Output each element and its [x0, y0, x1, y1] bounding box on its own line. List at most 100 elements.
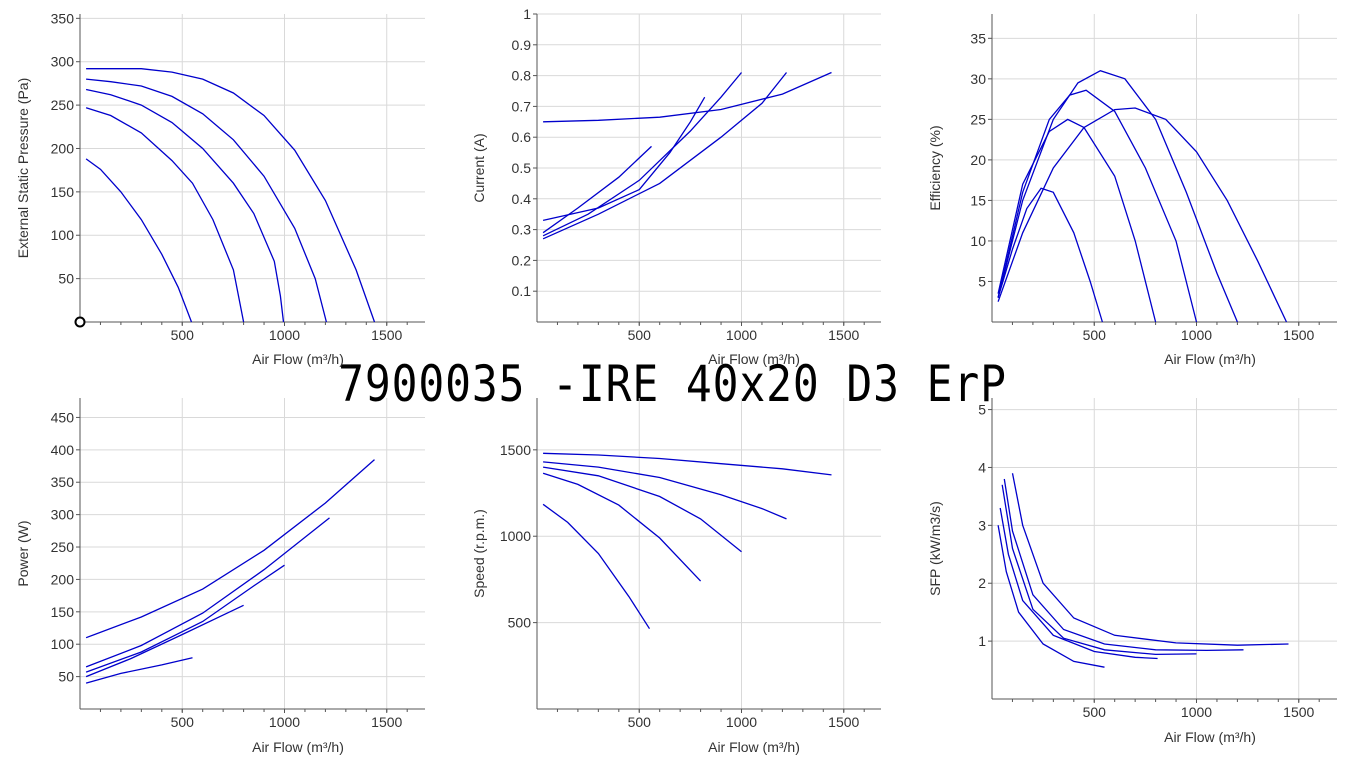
series-line-4 — [85, 604, 244, 678]
x-tick-label: 500 — [628, 327, 652, 343]
x-axis-label: Air Flow (m³/h) — [1164, 729, 1256, 745]
y-tick-label: 0.2 — [512, 252, 532, 268]
series-line-1 — [543, 71, 832, 123]
y-tick-label: 35 — [970, 30, 986, 46]
chart-speed: 500 1000 1500 500 1000 1500 Air Flow (m³/h) Spe… — [471, 398, 881, 755]
y-tick-label: 20 — [970, 152, 986, 168]
series-line-3 — [1001, 484, 1197, 656]
series-line-3 — [85, 88, 285, 323]
x-tick-label: 500 — [1083, 327, 1107, 343]
y-tick-label: 450 — [51, 409, 75, 425]
series-line-1 — [86, 68, 376, 323]
x-tick-label: 1000 — [726, 327, 757, 343]
x-axis-label: Air Flow (m³/h) — [252, 739, 344, 755]
series-line-2 — [1003, 478, 1244, 652]
x-tick-label: 1000 — [269, 327, 300, 343]
y-tick-label: 50 — [58, 669, 74, 685]
series-line-2 — [542, 72, 788, 240]
series-line-4 — [542, 96, 706, 222]
x-tick-label: 500 — [1083, 704, 1107, 720]
chart-efficiency: 5 10 15 20 25 30 35 500 1000 1500 Air Flow (m³/h) E… — [927, 14, 1337, 367]
y-tick-label: 5 — [978, 273, 986, 289]
chart-sfp: 1 2 3 4 5 500 1000 1500 Air Flow (m³/h) SFP (kW/m… — [927, 398, 1337, 745]
series-line-1 — [85, 459, 375, 639]
series-line-2 — [86, 78, 328, 323]
series-line-5 — [542, 145, 652, 234]
y-tick-label: 350 — [51, 10, 75, 26]
y-tick-label: 2 — [978, 575, 986, 591]
y-tick-label: 0.4 — [512, 191, 532, 207]
y-axis-label: Speed (r.p.m.) — [471, 509, 487, 598]
x-tick-label: 1000 — [269, 714, 300, 730]
series-line-2 — [543, 461, 787, 520]
x-tick-label: 1000 — [1181, 704, 1212, 720]
x-tick-label: 1500 — [1283, 704, 1314, 720]
series-line-2 — [997, 69, 1238, 323]
chart-power: 50 100 150 200 250 300 350 400 450 500 1000 1500 Air… — [15, 398, 425, 755]
y-tick-label: 1500 — [500, 442, 531, 458]
x-tick-label: 1500 — [371, 327, 402, 343]
y-axis-label: Current (A) — [471, 133, 487, 202]
y-tick-label: 400 — [51, 442, 75, 458]
series-line-5 — [997, 187, 1104, 323]
y-tick-label: 0.3 — [512, 222, 532, 238]
x-tick-label: 1500 — [828, 327, 859, 343]
y-tick-label: 3 — [978, 517, 986, 533]
series-line-5 — [85, 158, 193, 323]
y-tick-label: 1 — [523, 6, 531, 22]
y-tick-label: 100 — [51, 227, 75, 243]
y-tick-label: 1000 — [500, 528, 531, 544]
y-tick-label: 0.9 — [512, 37, 532, 53]
x-tick-label: 1500 — [371, 714, 402, 730]
y-tick-label: 200 — [51, 140, 75, 156]
y-tick-label: 0.5 — [512, 160, 532, 176]
y-tick-label: 15 — [970, 192, 986, 208]
y-tick-label: 30 — [970, 71, 986, 87]
y-axis-label: Efficiency (%) — [927, 125, 943, 210]
series-line-4 — [85, 107, 245, 323]
x-tick-label: 500 — [171, 327, 195, 343]
series-line-3 — [85, 564, 285, 673]
y-tick-label: 300 — [51, 507, 75, 523]
y-tick-label: 10 — [970, 233, 986, 249]
series-line-3 — [542, 466, 742, 553]
y-axis-label: SFP (kW/m3/s) — [927, 501, 943, 596]
y-tick-label: 150 — [51, 604, 75, 620]
chart-pressure: 50 100 150 200 250 300 350 500 1000 1500 Air Flow … — [15, 10, 425, 367]
y-tick-label: 0.1 — [512, 283, 532, 299]
series-line-1 — [543, 452, 832, 476]
series-line-5 — [997, 525, 1105, 668]
x-tick-label: 1500 — [1283, 327, 1314, 343]
y-tick-label: 4 — [978, 459, 986, 475]
x-axis-label: Air Flow (m³/h) — [1164, 351, 1256, 367]
y-axis-label: External Static Pressure (Pa) — [15, 78, 31, 259]
series-line-5 — [85, 657, 193, 684]
y-tick-label: 25 — [970, 111, 986, 127]
y-tick-label: 0.6 — [512, 129, 532, 145]
x-tick-label: 1000 — [726, 714, 757, 730]
x-axis-label: Air Flow (m³/h) — [708, 351, 800, 367]
origin-marker — [74, 316, 86, 328]
y-tick-label: 200 — [51, 571, 75, 587]
y-tick-label: 300 — [51, 54, 75, 70]
series-line-5 — [542, 503, 651, 630]
y-tick-label: 250 — [51, 539, 75, 555]
y-tick-label: 5 — [978, 402, 986, 418]
y-tick-label: 350 — [51, 474, 75, 490]
y-tick-label: 500 — [508, 615, 532, 631]
series-line-4 — [542, 472, 702, 582]
x-tick-label: 500 — [628, 714, 652, 730]
y-tick-label: 100 — [51, 636, 75, 652]
x-tick-label: 500 — [171, 714, 195, 730]
y-tick-label: 0.8 — [512, 68, 532, 84]
series-line-3 — [997, 89, 1198, 323]
y-tick-label: 150 — [51, 184, 75, 200]
y-axis-label: Power (W) — [15, 520, 31, 586]
series-line-4 — [997, 118, 1157, 323]
x-tick-label: 1500 — [828, 714, 859, 730]
series-line-1 — [1011, 473, 1289, 646]
series-line-3 — [542, 72, 743, 237]
y-tick-label: 1 — [978, 633, 986, 649]
